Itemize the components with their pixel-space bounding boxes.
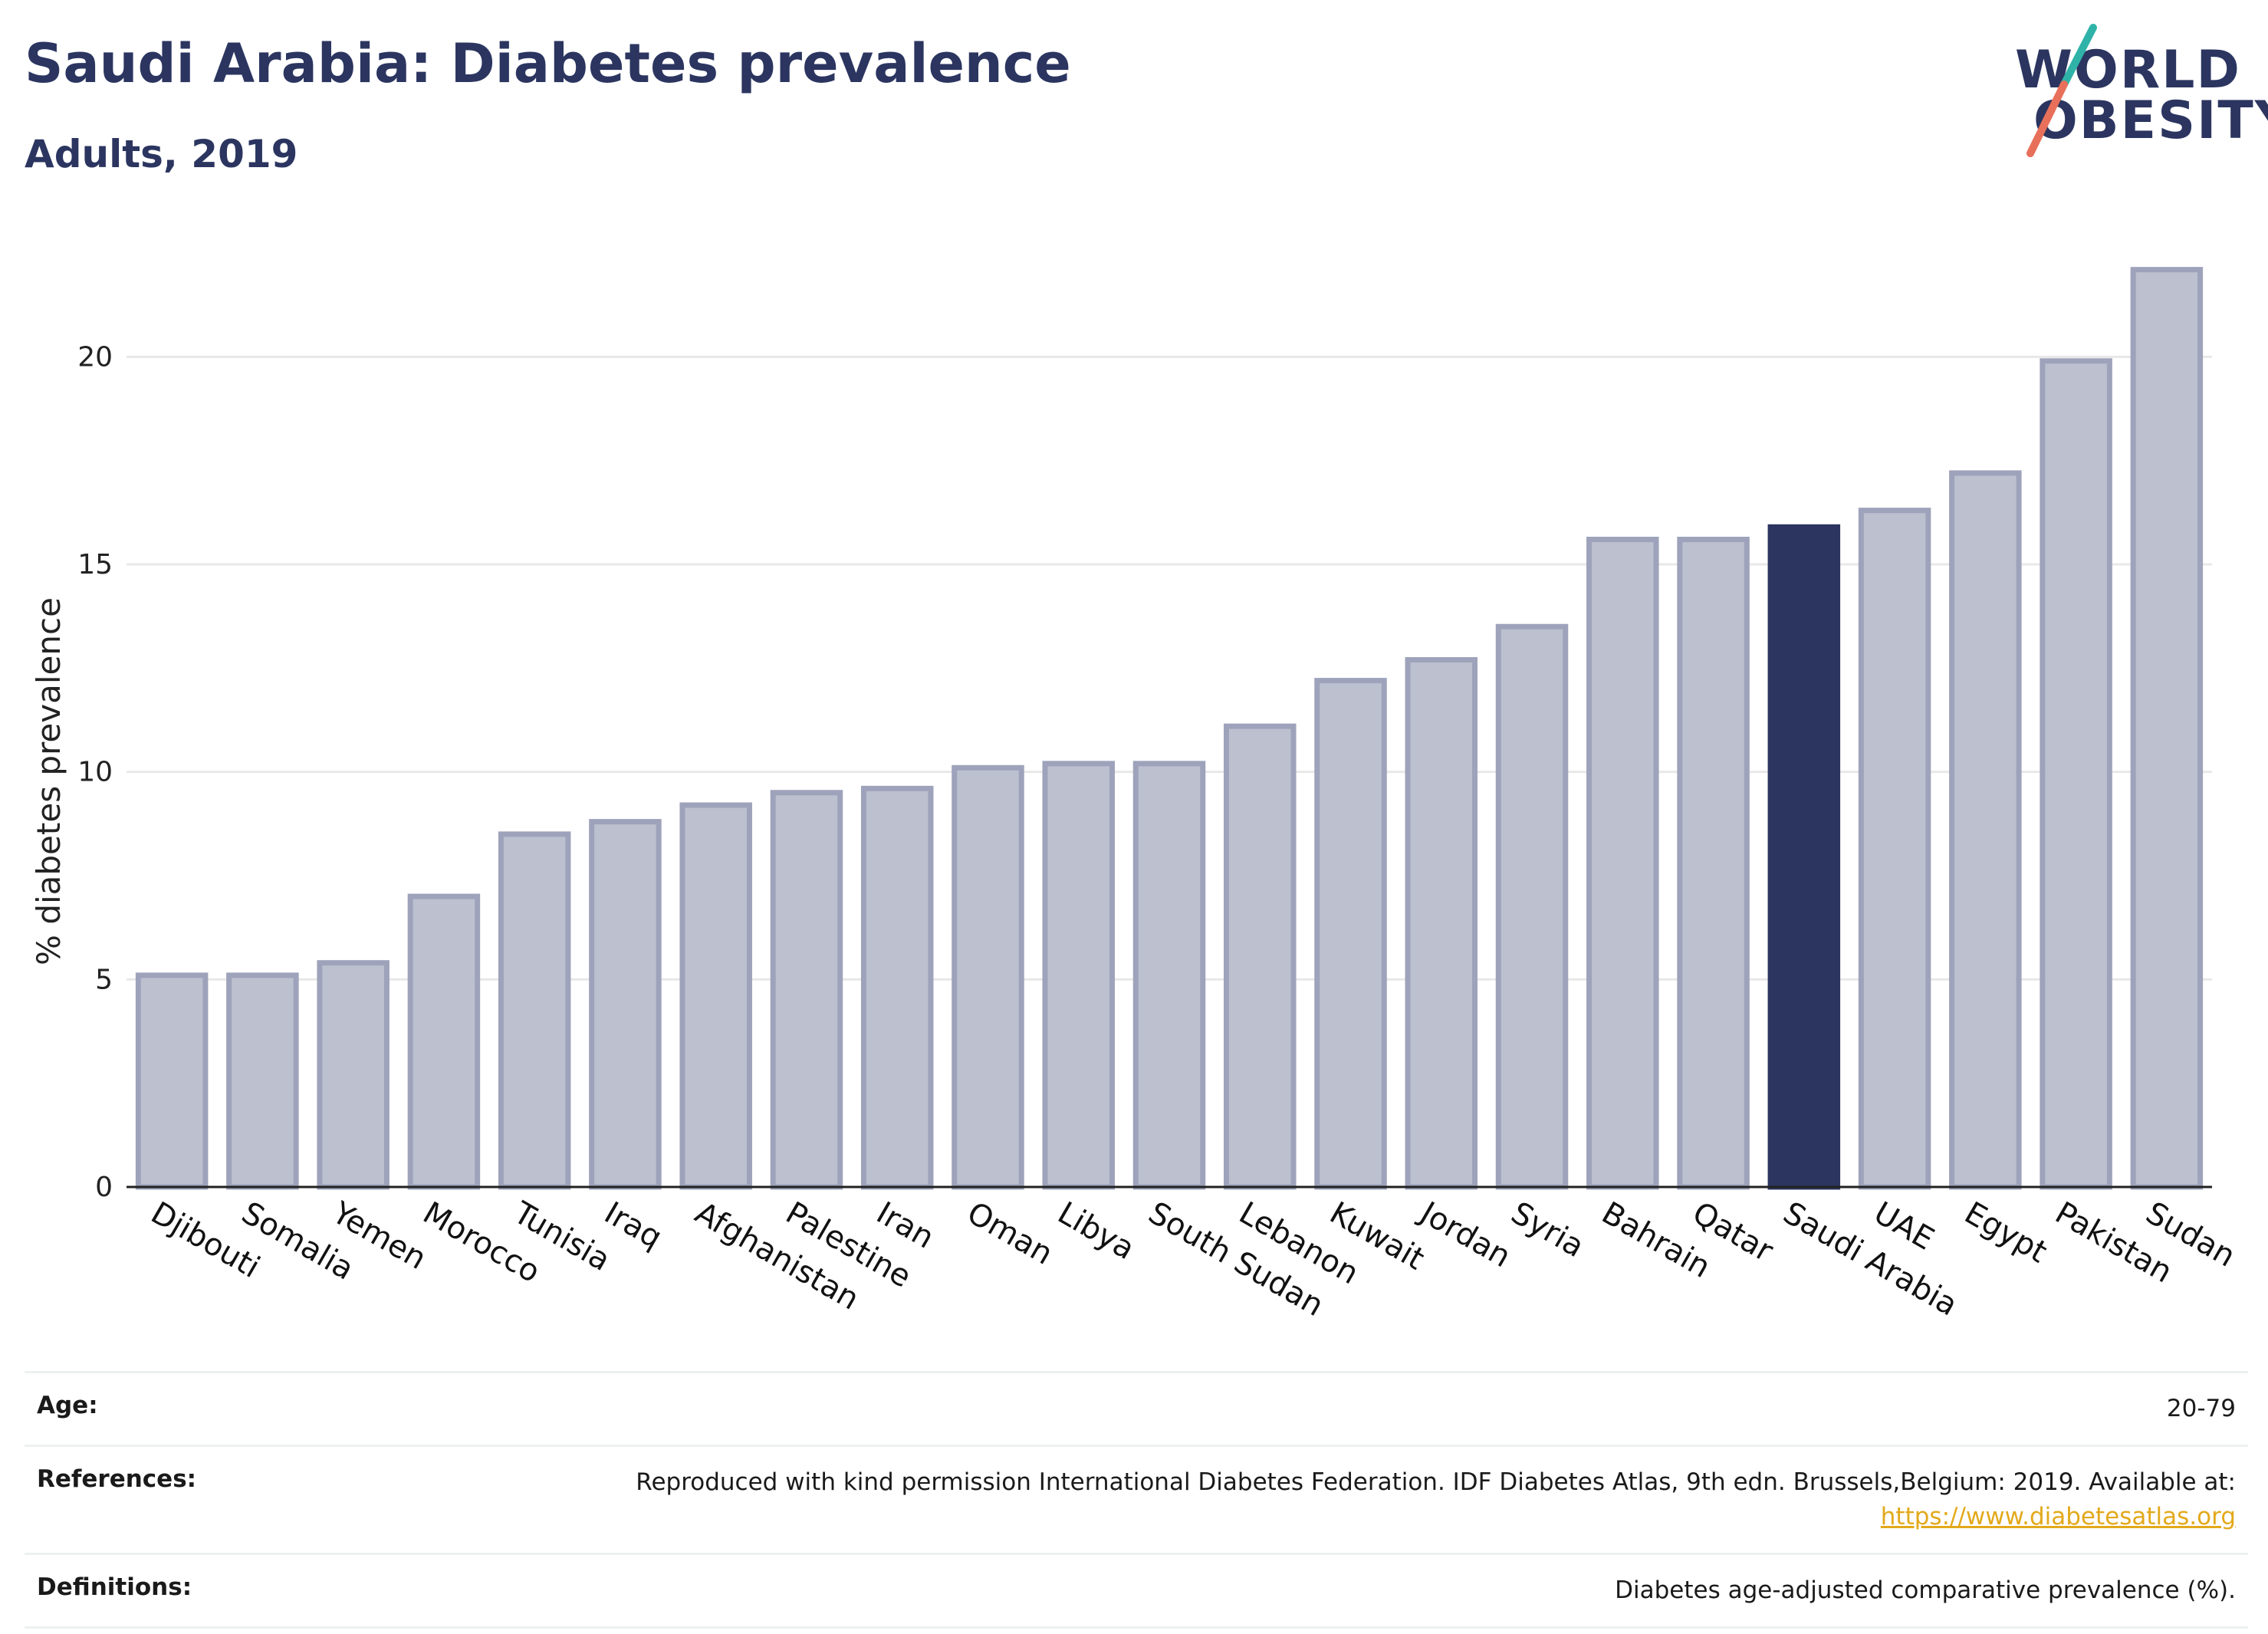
logo-slash-icon xyxy=(2026,24,2097,157)
meta-row-age: Age: 20-79 xyxy=(25,1371,2248,1445)
x-tick-label: Saudi Arabia xyxy=(1777,1195,1964,1323)
bar xyxy=(407,893,481,1190)
meta-references-text: Reproduced with kind permission Internat… xyxy=(636,1468,2236,1496)
bar xyxy=(1586,537,1659,1190)
logo-text-line2: OBESITY xyxy=(2033,90,2268,151)
bar xyxy=(770,790,843,1190)
page-title: Saudi Arabia: Diabetes prevalence xyxy=(25,32,1071,95)
bar xyxy=(1224,723,1297,1190)
meta-age-value: 20-79 xyxy=(2166,1395,2236,1422)
x-tick-label: Libya xyxy=(1052,1195,1141,1267)
bar xyxy=(589,819,662,1190)
y-tick-label: 5 xyxy=(95,964,113,995)
bar xyxy=(1949,470,2022,1190)
bar xyxy=(1042,761,1115,1190)
meta-row-references: References: Reproduced with kind permiss… xyxy=(25,1444,2248,1553)
bar xyxy=(226,972,299,1190)
bar xyxy=(860,785,934,1190)
meta-definitions-label: Definitions: xyxy=(37,1573,192,1601)
y-tick-label: 20 xyxy=(77,341,113,373)
y-tick-label: 10 xyxy=(77,757,113,788)
x-tick-label: Oman xyxy=(961,1195,1058,1272)
y-tick-label: 0 xyxy=(95,1172,113,1203)
page-subtitle: Adults, 2019 xyxy=(25,132,298,176)
meta-age-label: Age: xyxy=(37,1392,98,1419)
bar xyxy=(1405,657,1478,1190)
bar xyxy=(952,764,1024,1190)
diabetes-atlas-link[interactable]: https://www.diabetesatlas.org xyxy=(1880,1502,2236,1530)
y-axis-label: % diabetes prevalence xyxy=(30,597,67,965)
x-tick-label: Egypt xyxy=(1958,1195,2053,1271)
meta-row-definitions: Definitions: Diabetes age-adjusted compa… xyxy=(25,1552,2248,1629)
bar xyxy=(679,802,752,1190)
bar xyxy=(2040,358,2112,1190)
bar xyxy=(1495,623,1569,1190)
bar xyxy=(1858,508,1931,1190)
logo-text-line1: WORLD xyxy=(2015,40,2241,100)
bar xyxy=(1314,678,1387,1190)
bar-highlighted xyxy=(1767,524,1841,1190)
meta-definitions-value: Diabetes age-adjusted comparative preval… xyxy=(1615,1576,2236,1604)
bar xyxy=(498,831,571,1190)
bar xyxy=(317,960,390,1190)
x-tick-label: Syria xyxy=(1505,1195,1590,1264)
bar xyxy=(1132,761,1206,1190)
world-obesity-logo: WORLD OBESITY xyxy=(1994,23,2268,161)
x-tick-label: Jordan xyxy=(1412,1194,1517,1274)
chart-metadata-table: Age: 20-79 References: Reproduced with k… xyxy=(25,1371,2248,1629)
y-tick-label: 15 xyxy=(77,549,113,580)
meta-references-value: Reproduced with kind permission Internat… xyxy=(636,1465,2236,1534)
bar xyxy=(1677,537,1750,1190)
bar xyxy=(2130,267,2204,1190)
bar xyxy=(135,972,209,1190)
meta-references-label: References: xyxy=(37,1465,197,1493)
